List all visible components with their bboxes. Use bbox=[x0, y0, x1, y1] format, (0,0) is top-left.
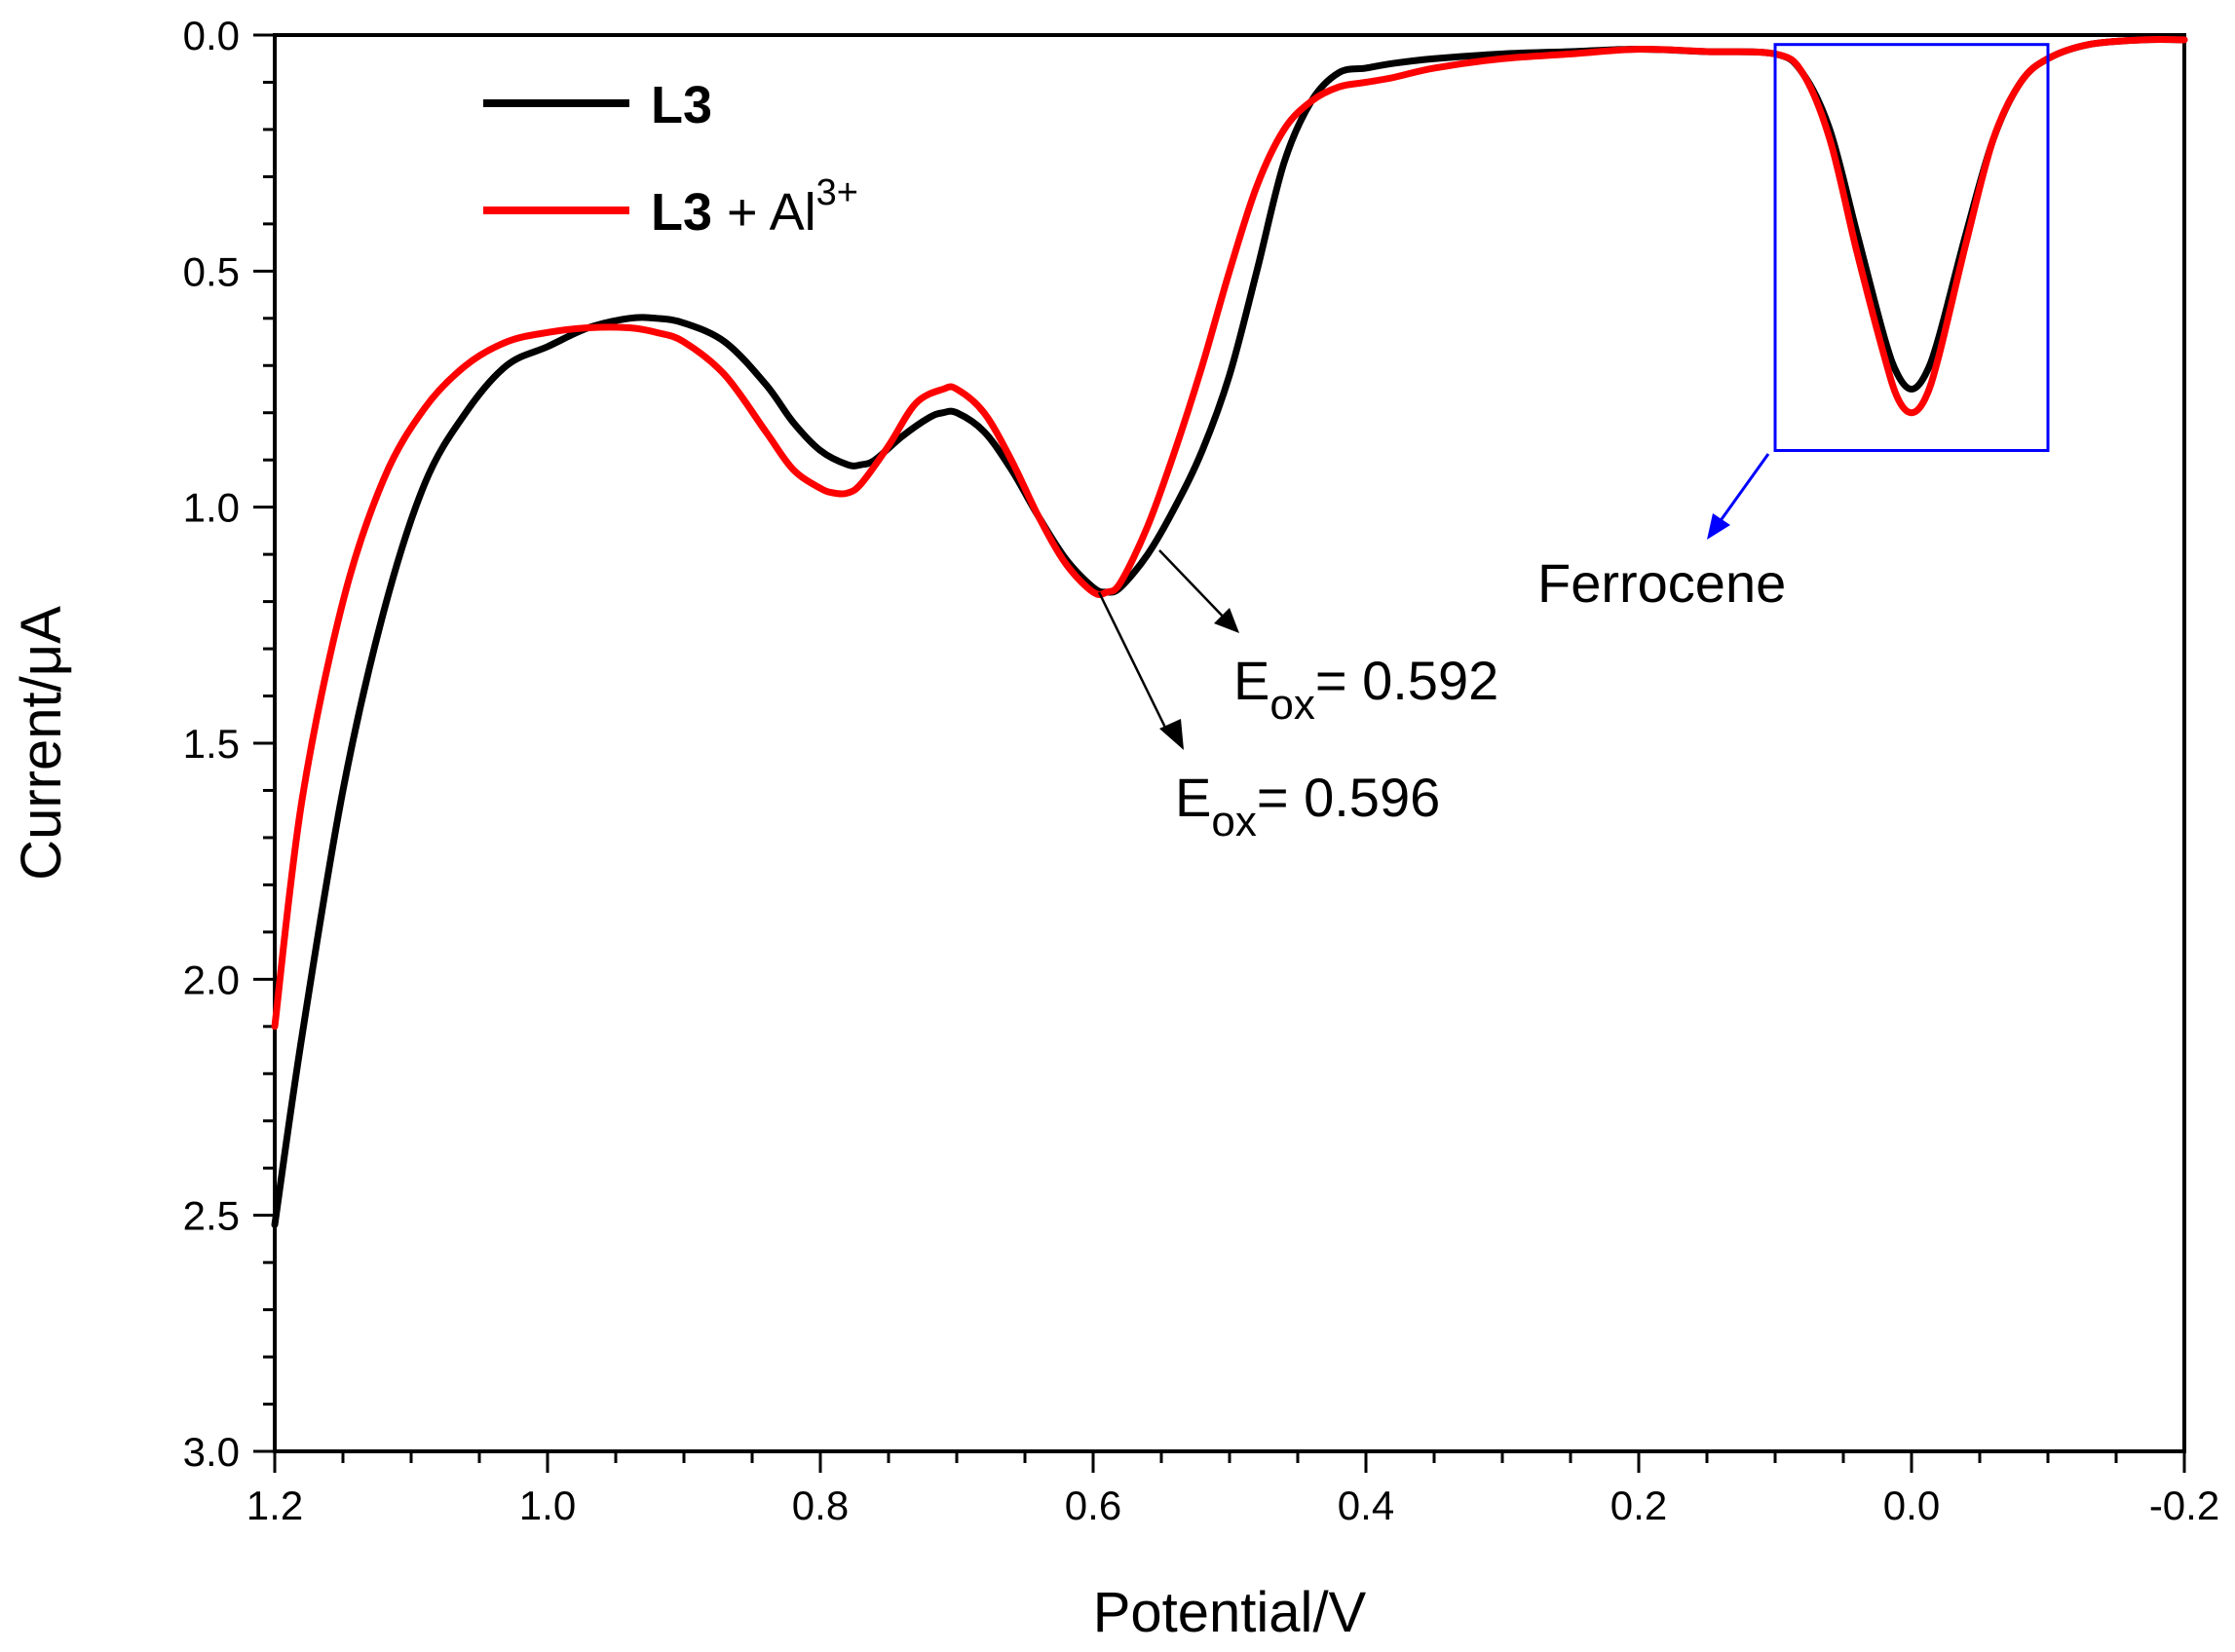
label-eox-0596-sub: ox bbox=[1211, 798, 1256, 845]
y-tick-label: 3.0 bbox=[183, 1429, 240, 1475]
legend-label-l3-al-rest: + Al bbox=[712, 183, 816, 242]
x-tick-label: 0.6 bbox=[1065, 1483, 1121, 1528]
ferrocene-arrowhead bbox=[1707, 513, 1730, 540]
label-eox-0592-value: = 0.592 bbox=[1315, 650, 1498, 711]
arrowhead-eox-0596 bbox=[1159, 719, 1184, 750]
arrow-eox-0592 bbox=[1158, 549, 1231, 624]
series-line-l3 bbox=[271, 35, 2188, 1228]
annotation-eox-0592: Eox= 0.592 bbox=[1158, 549, 1498, 729]
axis-tick-labels: 1.2 1.0 0.8 0.6 0.4 0.2 0.0 -0.2 0.0 0.5 1.0 1.5 2.0… bbox=[183, 13, 2220, 1528]
label-eox-0596-value: = 0.596 bbox=[1257, 767, 1440, 828]
ferrocene-box bbox=[1773, 43, 2050, 453]
label-eox-0592-main: E bbox=[1233, 650, 1269, 711]
label-eox-0592: Eox= 0.592 bbox=[1233, 650, 1498, 729]
ferrocene-label: Ferrocene bbox=[1537, 552, 1786, 614]
x-tick-label: 1.0 bbox=[519, 1483, 576, 1528]
label-eox-0596-main: E bbox=[1175, 767, 1211, 828]
arrow-eox-0596 bbox=[1097, 591, 1171, 736]
label-eox-0596: Eox= 0.596 bbox=[1175, 767, 1440, 845]
legend-label-l3-bold: L3 bbox=[651, 76, 712, 134]
y-tick-label: 2.0 bbox=[183, 957, 240, 1002]
y-tick-label: 0.5 bbox=[183, 248, 240, 294]
series-line-l3-al bbox=[271, 35, 2188, 1031]
y-axis-title: Current/μA bbox=[10, 606, 73, 881]
arrowhead-eox-0592 bbox=[1214, 608, 1239, 633]
y-tick-label: 1.5 bbox=[183, 721, 240, 767]
series-layer bbox=[271, 35, 2188, 1228]
y-tick-label: 0.0 bbox=[183, 13, 240, 58]
legend-label-l3-al-bold: L3 bbox=[651, 183, 712, 242]
axis-ticks bbox=[253, 33, 2186, 1473]
x-tick-label: -0.2 bbox=[2149, 1483, 2219, 1528]
x-tick-label: 0.0 bbox=[1883, 1483, 1940, 1528]
y-tick-label: 2.5 bbox=[183, 1193, 240, 1239]
annotation-ferrocene: Ferrocene bbox=[1537, 43, 2050, 614]
legend-label-l3-al: L3 + Al3+ bbox=[651, 172, 858, 242]
x-tick-label: 0.4 bbox=[1338, 1483, 1394, 1528]
label-eox-0592-sub: ox bbox=[1269, 681, 1314, 729]
x-tick-label: 1.2 bbox=[246, 1483, 303, 1528]
x-axis-title: Potential/V bbox=[1093, 1581, 1367, 1644]
x-tick-label: 0.8 bbox=[792, 1483, 849, 1528]
x-tick-label: 0.2 bbox=[1610, 1483, 1667, 1528]
legend: L3 L3 + Al3+ bbox=[483, 76, 858, 242]
annotation-eox-0596: Eox= 0.596 bbox=[1097, 591, 1440, 845]
plot-frame bbox=[273, 33, 2186, 1453]
ferrocene-arrow bbox=[1715, 453, 1770, 527]
legend-label-l3: L3 bbox=[651, 76, 712, 134]
y-tick-label: 1.0 bbox=[183, 485, 240, 531]
legend-label-l3-al-sup: 3+ bbox=[816, 172, 858, 213]
